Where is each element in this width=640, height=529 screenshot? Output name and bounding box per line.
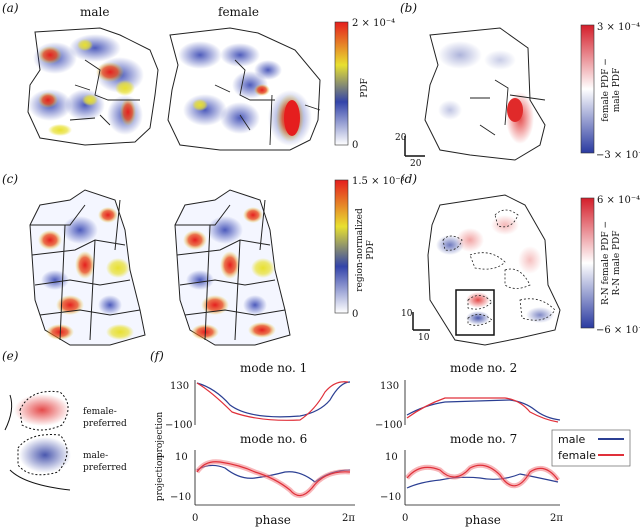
x-tick-start-left: 0 xyxy=(192,513,198,524)
mode-2-ytick-bottom: −100 xyxy=(375,420,402,431)
map-male-normalized xyxy=(29,189,146,346)
mode-7-ytick-bottom: −10 xyxy=(380,492,401,503)
panel-a-label: (a) xyxy=(2,1,19,15)
mode-2-female-line xyxy=(406,397,559,423)
mode-1-ylabel: projection xyxy=(155,412,165,459)
mode-7-female-line xyxy=(406,464,559,487)
colorbar-d-ylabel-1: R-N female PDF − xyxy=(601,221,611,305)
legend: male female xyxy=(551,429,631,467)
scale-b-y: 20 xyxy=(395,133,407,143)
colorbar-d-max: 6 × 10⁻⁴ xyxy=(597,195,640,206)
colorbar-c-max: 1.5 × 10⁻³ xyxy=(352,176,405,187)
colorbar-c xyxy=(334,179,349,314)
mode-2-ytick-top: 130 xyxy=(380,381,399,392)
panel-b-label: (b) xyxy=(400,1,417,15)
panel-a-title-male: male xyxy=(80,5,109,19)
colorbar-d xyxy=(580,197,595,329)
map-female-normalized xyxy=(174,189,291,346)
map-female-pdf xyxy=(167,27,321,151)
mode-6-title: mode no. 6 xyxy=(240,432,307,446)
colorbar-c-ylabel-2: PDF xyxy=(366,240,376,260)
map-male-pdf xyxy=(27,27,159,146)
colorbar-c-ylabel-1: region-normalized xyxy=(355,208,365,292)
scale-d-x: 10 xyxy=(418,333,430,343)
x-label-right: phase xyxy=(465,513,501,527)
colorbar-a-min: 0 xyxy=(352,140,358,151)
male-preferred-1: male- xyxy=(83,451,108,461)
colorbar-b-ylabel-1: female PDF − xyxy=(601,58,611,122)
zoom-inset xyxy=(4,390,71,491)
x-tick-end-left: 2π xyxy=(342,513,355,524)
mode-2-male-line xyxy=(406,399,561,421)
male-preferred-2: preferred xyxy=(83,463,127,473)
panel-e-label: (e) xyxy=(2,349,19,363)
mode-6-ytick-top: 10 xyxy=(175,452,188,463)
mode-7-title: mode no. 7 xyxy=(450,432,517,446)
legend-female-label: female xyxy=(558,449,596,462)
colorbar-b-ylabel-2: male PDF xyxy=(612,68,622,112)
colorbar-b-max: 3 × 10⁻⁴ xyxy=(597,22,640,33)
mode-7-male-line xyxy=(406,473,559,489)
x-tick-start-right: 0 xyxy=(402,513,408,524)
colorbar-a-max: 2 × 10⁻⁴ xyxy=(352,18,395,29)
mode-1-ytick-top: 130 xyxy=(170,381,189,392)
female-preferred-2: preferred xyxy=(83,419,127,429)
mode-1-title: mode no. 1 xyxy=(240,361,307,375)
panel-f-label: (f) xyxy=(150,349,164,363)
map-normalized-difference xyxy=(427,194,561,346)
colorbar-d-min: −6 × 10⁻⁴ xyxy=(596,325,640,336)
panel-c-label: (c) xyxy=(2,172,18,186)
colorbar-a xyxy=(334,21,349,146)
female-preferred-1: female- xyxy=(83,407,117,417)
mode-6-female-line xyxy=(196,461,351,497)
mode-1-ytick-bottom: −100 xyxy=(165,420,192,431)
mode-2-title: mode no. 2 xyxy=(450,361,517,375)
mode-7-ytick-top: 10 xyxy=(385,452,398,463)
mode-7-female-band xyxy=(405,462,561,489)
colorbar-c-min: 0 xyxy=(352,309,358,320)
x-tick-end-right: 2π xyxy=(550,513,563,524)
mode-6-ylabel: projection xyxy=(155,455,165,502)
panel-d-label: (d) xyxy=(400,172,417,186)
legend-male-label: male xyxy=(558,433,586,446)
colorbar-b-min: −3 × 10⁻⁴ xyxy=(596,150,640,161)
x-label-left: phase xyxy=(255,513,291,527)
mode-1-male-line xyxy=(196,381,351,418)
scale-d-y: 10 xyxy=(401,309,413,319)
scale-b-x: 20 xyxy=(410,159,422,169)
mode-1-female-line xyxy=(196,381,349,421)
colorbar-a-ylabel: PDF xyxy=(360,78,370,98)
colorbar-d-ylabel-2: R-N male PDF xyxy=(612,230,622,295)
colorbar-b xyxy=(580,24,595,154)
panel-a-title-female: female xyxy=(218,5,259,19)
map-difference xyxy=(424,27,546,161)
mode-6-ytick-bottom: −10 xyxy=(170,492,191,503)
